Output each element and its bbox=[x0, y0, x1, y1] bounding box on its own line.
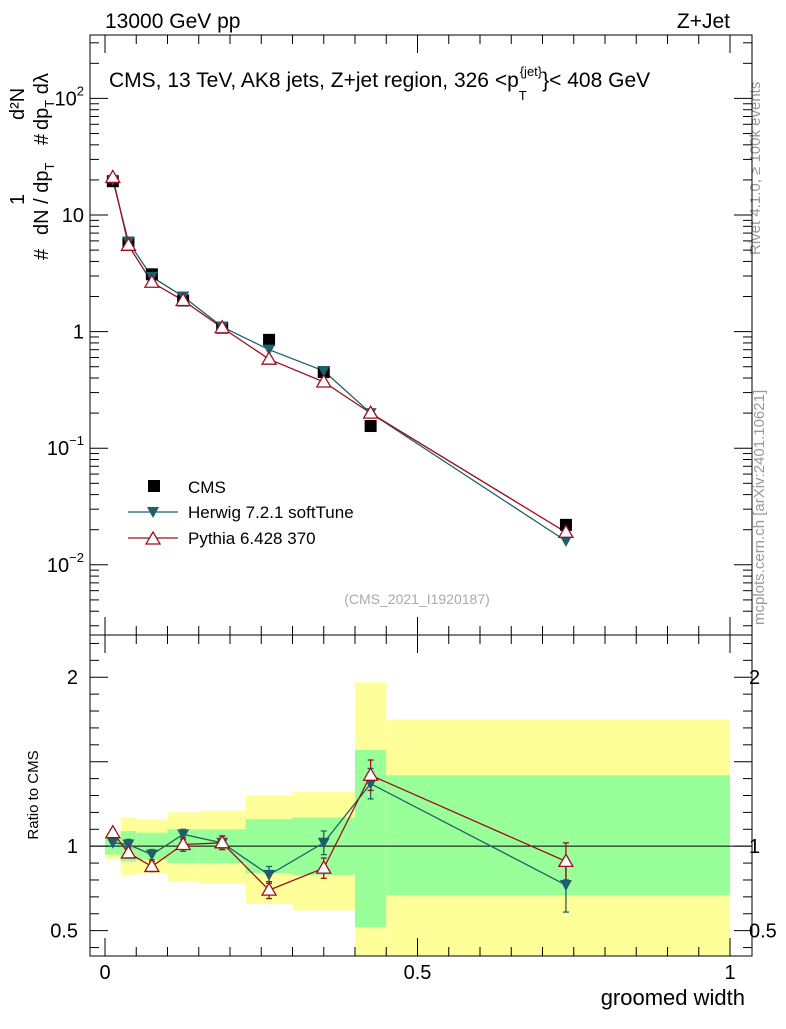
chart-title-end: }< 408 GeV bbox=[542, 69, 650, 92]
top-ytick-base-4: 10 bbox=[47, 555, 69, 577]
ratio-point-0-2 bbox=[145, 849, 158, 861]
legend-cms-label: CMS bbox=[188, 478, 226, 497]
ratio-point-0-3 bbox=[177, 829, 190, 841]
xtick-label-2: 1 bbox=[724, 962, 735, 984]
ratio-ytick-label-right-1: 1 bbox=[749, 836, 760, 858]
legend-pythia-marker bbox=[144, 530, 162, 545]
ratio-bands bbox=[105, 682, 730, 956]
top-ylabel: # dN / dpT 1 # dpT dλ d²N bbox=[7, 73, 57, 260]
ratio-ytick-label-left-2: 2 bbox=[67, 667, 78, 689]
ratio-ytick-label-right-2: 2 bbox=[749, 667, 760, 689]
top-ylabel-one: 1 bbox=[7, 194, 29, 205]
top-point-1-6 bbox=[317, 365, 330, 377]
ratio-point-0-6 bbox=[317, 837, 330, 849]
top-point-0-5 bbox=[263, 333, 276, 346]
top-ytick-base-2: 1 bbox=[73, 322, 84, 344]
header-right: Z+Jet bbox=[677, 10, 730, 33]
top-point-2-5 bbox=[260, 350, 278, 365]
top-ytick-exp-3: −1 bbox=[69, 433, 84, 448]
top-point-2-2 bbox=[143, 273, 161, 288]
ratio-point-1-2 bbox=[143, 858, 161, 873]
xtick-label-0: 0 bbox=[99, 962, 110, 984]
ratio-point-1-6 bbox=[315, 859, 332, 874]
ratio-y-axis: 0.5 0.5 1 1 2 2 bbox=[50, 642, 777, 949]
top-point-2-1 bbox=[120, 237, 137, 251]
ratio-point-1-3 bbox=[174, 836, 192, 851]
top-point-2-8 bbox=[557, 524, 575, 538]
top-ytick-label-0: 102 bbox=[55, 83, 84, 110]
top-point-1-8 bbox=[559, 536, 572, 548]
top-point-0-7 bbox=[364, 420, 377, 433]
top-ytick-base-0: 10 bbox=[55, 88, 77, 110]
top-point-2-4 bbox=[214, 319, 231, 334]
top-point-2-7 bbox=[362, 404, 379, 419]
x-axis: 0 0.5 1 bbox=[99, 35, 736, 984]
ratio-ytick-label-left-1: 1 bbox=[67, 836, 78, 858]
top-ytick-exp-4: −2 bbox=[69, 550, 84, 565]
chart-title-sup: {jet} bbox=[520, 64, 543, 79]
top-series bbox=[104, 169, 575, 548]
top-point-2-6 bbox=[315, 373, 332, 388]
header-left: 13000 GeV pp bbox=[105, 10, 240, 33]
ratio-point-1-8 bbox=[557, 853, 575, 868]
x-axis-label: groomed width bbox=[601, 985, 745, 1010]
top-point-2-3 bbox=[174, 292, 192, 307]
top-ytick-label-2: 1 bbox=[73, 322, 84, 344]
ratio-point-1-0 bbox=[104, 824, 121, 839]
legend: CMS Herwig 7.2.1 softTune Pythia 6.428 3… bbox=[128, 478, 354, 548]
top-ytick-exp-0: 2 bbox=[77, 83, 84, 98]
top-point-2-0 bbox=[104, 169, 121, 184]
band-inner-8 bbox=[386, 775, 730, 896]
top-point-1-5 bbox=[263, 344, 276, 356]
ratio-point-1-1 bbox=[120, 844, 137, 859]
ratio-ylabel: Ratio to CMS bbox=[25, 750, 42, 839]
ratio-point-0-5 bbox=[263, 869, 276, 881]
top-ylabel-dpt: dpT dλ bbox=[31, 73, 57, 130]
legend-cms-marker bbox=[148, 480, 160, 492]
ratio-point-1-4 bbox=[214, 834, 231, 849]
chart-title-sub: T bbox=[519, 88, 527, 103]
xtick-label-1: 0.5 bbox=[404, 962, 432, 984]
ratio-point-0-0 bbox=[106, 837, 119, 849]
legend-herwig-label: Herwig 7.2.1 softTune bbox=[188, 503, 354, 522]
ratio-series bbox=[104, 759, 575, 913]
ratio-point-0-7 bbox=[364, 778, 377, 790]
chart-title: CMS, 13 TeV, AK8 jets, Z+jet region, 326… bbox=[109, 64, 650, 103]
ratio-point-1-7 bbox=[362, 766, 379, 781]
ratio-point-1-5 bbox=[260, 881, 278, 896]
mcplots-label: mcplots.cern.ch [arXiv:2401.10621] bbox=[751, 390, 768, 625]
legend-pythia-label: Pythia 6.428 370 bbox=[188, 529, 316, 548]
top-ylabel-hash2: # bbox=[31, 133, 53, 145]
ratio-ytick-label-right-0: 0.5 bbox=[749, 921, 777, 943]
top-ylabel-d2n: d²N bbox=[7, 88, 29, 120]
top-line-2 bbox=[112, 177, 567, 533]
top-line-1 bbox=[112, 179, 567, 542]
top-ytick-label-3: 10−1 bbox=[47, 433, 84, 460]
legend-herwig-marker bbox=[147, 507, 159, 518]
rivet-version-label: Rivet 4.1.0, ≥ 100k events bbox=[747, 82, 764, 255]
top-ylabel-hash1: # bbox=[31, 248, 53, 260]
top-ytick-label-4: 10−2 bbox=[47, 550, 84, 577]
top-ytick-base-1: 10 bbox=[62, 205, 84, 227]
chart-title-main: CMS, 13 TeV, AK8 jets, Z+jet region, 326… bbox=[109, 69, 519, 92]
ratio-point-0-8 bbox=[559, 880, 572, 892]
top-ylabel-text: dN / dpT bbox=[31, 163, 57, 235]
ratio-ytick-label-left-0: 0.5 bbox=[50, 921, 78, 943]
top-ytick-label-1: 10 bbox=[62, 205, 84, 227]
top-ytick-base-3: 10 bbox=[47, 438, 69, 460]
analysis-id: (CMS_2021_I1920187) bbox=[344, 591, 490, 607]
